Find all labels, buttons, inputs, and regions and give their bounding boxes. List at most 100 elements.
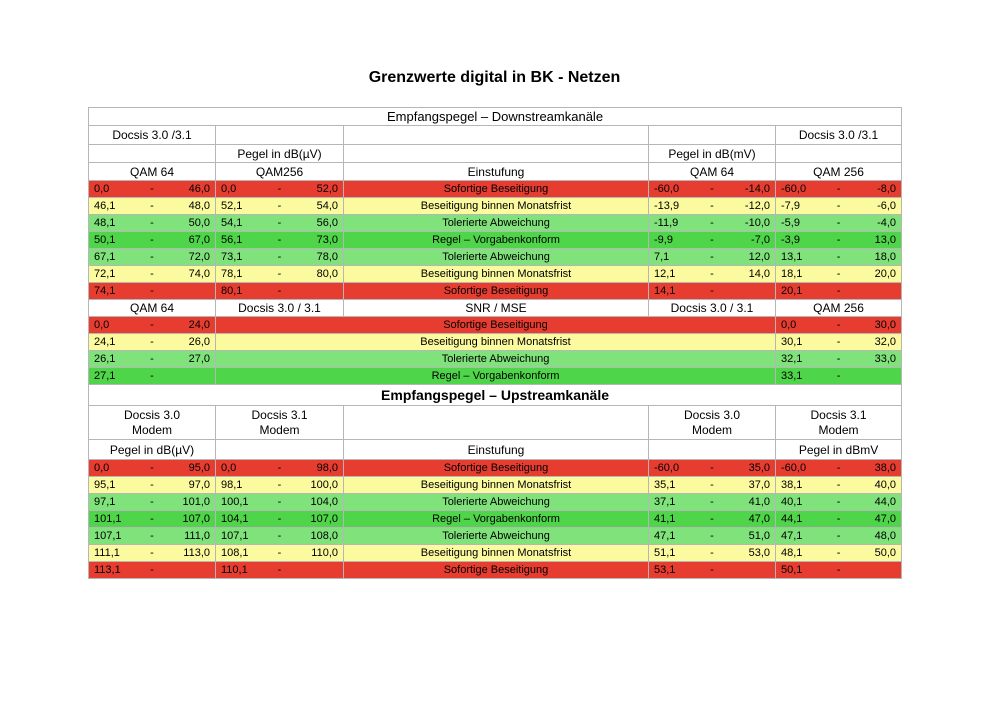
range-max: 78,0 xyxy=(316,251,338,263)
range-cell: 46,1 - 48,0 xyxy=(88,197,216,215)
range-min: 101,1 xyxy=(94,513,122,525)
range-dash: - xyxy=(710,183,714,195)
range-dash: - xyxy=(277,285,282,297)
range-max: 107,0 xyxy=(182,513,210,525)
range-min: 7,1 xyxy=(654,251,670,263)
table-row: 74,1- 80,1- Sofortige Beseitigung 14,1- … xyxy=(88,282,903,300)
range-dash: - xyxy=(150,285,154,297)
range-cell: 48,1 - 50,0 xyxy=(774,544,903,562)
empty-cell xyxy=(343,405,649,440)
range-dash: - xyxy=(277,217,282,229)
range-max: 56,0 xyxy=(316,217,338,229)
classification-cell: Sofortige Beseitigung xyxy=(343,282,649,300)
range-dash: - xyxy=(277,462,282,474)
range-cell: 107,1 - 108,0 xyxy=(215,527,344,545)
range-max: 52,0 xyxy=(316,183,338,195)
range-cell: 0,0 - 30,0 xyxy=(774,316,903,334)
range-dash: - xyxy=(277,496,282,508)
range-cell: 74,1 - xyxy=(88,282,216,300)
modem-header: Docsis 3.1 Modem xyxy=(215,405,344,440)
classification-cell: Sofortige Beseitigung xyxy=(343,180,649,198)
classification-cell: Sofortige Beseitigung xyxy=(343,561,649,579)
range-cell: 0,0 - 52,0 xyxy=(215,180,344,198)
range-cell: -3,9 - 13,0 xyxy=(774,231,903,249)
range-max: 20,0 xyxy=(874,268,897,280)
range-cell: 41,1 - 47,0 xyxy=(648,510,776,528)
range-max: 73,0 xyxy=(316,234,338,246)
empty-cell xyxy=(648,439,776,460)
unit-left-label: Pegel in dB(µV) xyxy=(215,144,344,163)
standard-left-label: Docsis 3.0 /3.1 xyxy=(88,125,216,145)
range-cell: 110,1 - xyxy=(215,561,344,579)
range-cell: 18,1 - 20,0 xyxy=(774,265,903,283)
table-row: Docsis 3.0 Modem Docsis 3.1 Modem Docsis… xyxy=(88,405,903,440)
range-max: 44,0 xyxy=(874,496,897,508)
range-max: 18,0 xyxy=(874,251,897,263)
range-max: 51,0 xyxy=(748,530,770,542)
range-dash: - xyxy=(836,285,841,297)
classification-cell: Tolerierte Abweichung xyxy=(343,214,649,232)
range-max: -7,0 xyxy=(751,234,770,246)
range-min: 110,1 xyxy=(221,564,248,576)
classification-cell: Beseitigung binnen Monatsfrist xyxy=(343,197,649,215)
range-cell: 113,1 - xyxy=(88,561,216,579)
range-cell: 35,1 - 37,0 xyxy=(648,476,776,494)
range-max: -14,0 xyxy=(744,183,770,195)
range-max: 35,0 xyxy=(748,462,770,474)
range-max: 95,0 xyxy=(188,462,210,474)
range-max: 26,0 xyxy=(188,336,210,348)
range-cell: 52,1 - 54,0 xyxy=(215,197,344,215)
range-cell: 72,1 - 74,0 xyxy=(88,265,216,283)
range-min: 13,1 xyxy=(781,251,803,263)
range-min: 98,1 xyxy=(221,479,243,491)
empty-cell xyxy=(343,144,649,163)
range-cell: -5,9 - -4,0 xyxy=(774,214,903,232)
range-max: 74,0 xyxy=(188,268,210,280)
range-dash: - xyxy=(710,564,714,576)
column-header: Docsis 3.0 / 3.1 xyxy=(215,299,344,317)
range-min: 48,1 xyxy=(781,547,803,559)
unit-right-label: Pegel in dB(mV) xyxy=(648,144,776,163)
range-dash: - xyxy=(150,564,154,576)
classification-cell: Regel – Vorgabenkonform xyxy=(215,367,776,385)
range-max: -6,0 xyxy=(877,200,897,212)
range-cell: -60,0 - -14,0 xyxy=(648,180,776,198)
range-min: 111,1 xyxy=(94,547,120,559)
range-cell: 80,1 - xyxy=(215,282,344,300)
range-dash: - xyxy=(836,336,841,348)
range-max: 72,0 xyxy=(188,251,210,263)
range-max: 67,0 xyxy=(188,234,210,246)
range-cell: 0,0 - 24,0 xyxy=(88,316,216,334)
range-dash: - xyxy=(150,217,154,229)
range-min: 37,1 xyxy=(654,496,676,508)
range-min: 74,1 xyxy=(94,285,116,297)
range-dash: - xyxy=(836,496,841,508)
range-min: 0,0 xyxy=(221,462,237,474)
range-dash: - xyxy=(836,183,841,195)
range-dash: - xyxy=(150,479,154,491)
range-dash: - xyxy=(710,479,714,491)
range-min: 27,1 xyxy=(94,370,116,382)
range-min: 56,1 xyxy=(221,234,243,246)
range-min: 67,1 xyxy=(94,251,116,263)
range-max: 104,0 xyxy=(310,496,338,508)
range-dash: - xyxy=(710,530,714,542)
column-header: QAM 256 xyxy=(774,162,903,181)
range-dash: - xyxy=(150,513,154,525)
table-row: Empfangspegel – Upstreamkanäle xyxy=(87,384,903,406)
range-min: 0,0 xyxy=(94,183,110,195)
table-row: 27,1 - Regel – Vorgabenkonform 33,1 - xyxy=(88,367,903,385)
range-cell: 32,1 - 33,0 xyxy=(774,350,903,368)
range-max: 110,0 xyxy=(311,547,338,559)
range-dash: - xyxy=(836,251,841,263)
table-row: QAM 64 QAM256 Einstufung QAM 64 QAM 256 xyxy=(88,162,903,181)
range-dash: - xyxy=(710,496,714,508)
table-row: 50,1 - 67,0 56,1 - 73,0 Regel – Vorgabenkonf… xyxy=(88,231,903,249)
range-cell: 111,1 - 113,0 xyxy=(88,544,216,562)
range-min: 104,1 xyxy=(221,513,249,525)
range-cell: 14,1 - xyxy=(648,282,776,300)
range-min: 100,1 xyxy=(221,496,249,508)
page-title: Grenzwerte digital in BK - Netzen xyxy=(368,69,621,86)
column-header: QAM256 xyxy=(215,162,344,181)
limits-table: Empfangspegel – Downstreamkanäle Docsis … xyxy=(87,107,903,579)
